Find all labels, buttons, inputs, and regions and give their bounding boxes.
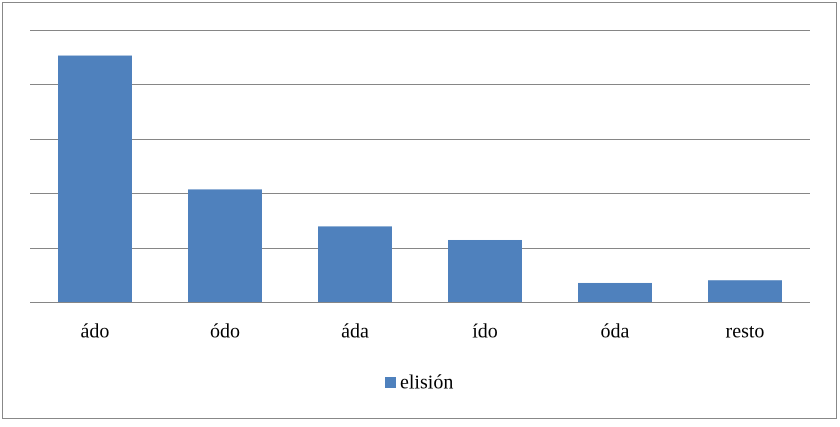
legend-label: elisión	[400, 372, 453, 394]
x-tick-label: ído	[472, 321, 498, 343]
x-tick-label: áda	[341, 321, 369, 343]
x-tick-label: ádo	[81, 321, 110, 343]
bar	[448, 239, 522, 302]
bar	[318, 226, 392, 302]
bar	[188, 189, 262, 302]
bar	[708, 280, 782, 302]
legend-swatch	[385, 377, 396, 388]
chart-border	[2, 2, 837, 419]
bar	[58, 55, 132, 303]
x-tick-label: resto	[726, 321, 765, 343]
bar	[578, 282, 652, 302]
x-tick-label: ódo	[210, 321, 240, 343]
x-tick-label: óda	[601, 321, 630, 343]
